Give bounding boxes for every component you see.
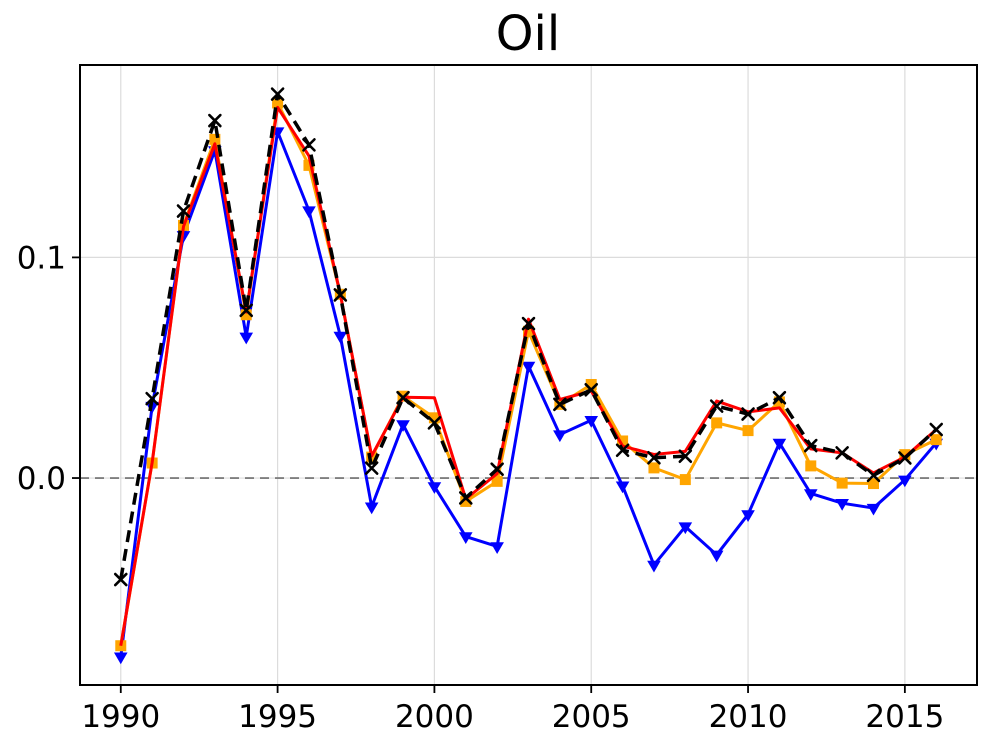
x-tick-label: 1995	[238, 699, 317, 735]
triangle-down-marker	[396, 420, 410, 432]
square-marker	[240, 309, 252, 321]
x-tick-label: 2000	[395, 699, 474, 735]
triangle-down-marker	[584, 416, 599, 428]
square-marker	[460, 495, 472, 507]
square-marker	[930, 434, 942, 446]
x-marker	[270, 87, 285, 101]
x-marker	[521, 316, 536, 331]
square-marker	[711, 417, 723, 429]
triangle-down-marker	[772, 438, 787, 451]
x-marker	[176, 204, 191, 218]
square-marker	[585, 378, 597, 390]
x-marker	[929, 422, 944, 437]
chart-title: Oil	[496, 6, 560, 62]
data-series	[113, 87, 944, 665]
y-tick-label: 0.0	[17, 461, 66, 497]
triangle-down-marker	[866, 503, 881, 516]
plot-frame	[79, 64, 978, 686]
x-marker	[553, 397, 567, 412]
square-marker	[209, 133, 221, 145]
triangle-down-marker	[647, 560, 661, 573]
x-marker	[835, 446, 849, 460]
square-marker	[742, 425, 754, 437]
triangle-down-marker	[615, 481, 630, 494]
x-marker	[615, 443, 630, 458]
plot-border	[79, 64, 978, 686]
triangle-down-marker	[364, 502, 379, 515]
red-series-group	[119, 105, 938, 646]
square-marker	[868, 478, 879, 490]
triangle-down-marker	[458, 532, 473, 545]
triangle-down-marker	[898, 475, 912, 488]
x-tick-label: 1990	[81, 699, 160, 735]
x-marker	[584, 382, 599, 397]
triangle-down-marker	[835, 498, 849, 511]
x-marker	[364, 461, 379, 475]
square-marker	[303, 159, 315, 171]
red-series-line	[119, 105, 938, 646]
triangle-down-marker	[333, 331, 348, 344]
x-marker	[396, 390, 410, 405]
gridlines	[80, 65, 977, 685]
x-tick-label: 2010	[709, 699, 788, 735]
x-marker	[333, 288, 348, 302]
triangle-down-marker	[427, 482, 442, 494]
x-marker	[458, 491, 473, 505]
square-marker	[523, 325, 534, 337]
triangle-down-marker	[490, 542, 504, 554]
square-marker	[491, 475, 503, 487]
black-dashed-series-group	[113, 87, 944, 587]
triangle-down-marker	[709, 550, 724, 563]
square-marker	[648, 462, 660, 474]
x-marker	[427, 416, 442, 430]
x-marker	[741, 407, 755, 421]
x-tick-label: 2005	[552, 699, 631, 735]
triangle-down-marker	[521, 361, 536, 374]
x-marker	[803, 438, 818, 453]
square-marker	[773, 396, 785, 408]
triangle-down-marker	[113, 652, 128, 665]
x-marker	[678, 449, 693, 463]
x-marker	[866, 468, 881, 483]
triangle-down-marker	[302, 206, 316, 219]
square-marker	[617, 435, 629, 447]
axis-ticks-and-labels: 1990 1995 2000 2005 2010 2015 0.0 0.1	[17, 240, 945, 735]
square-marker	[899, 449, 911, 461]
x-marker	[709, 399, 724, 413]
triangle-down-marker	[741, 510, 755, 522]
square-marker	[428, 412, 440, 424]
x-marker	[772, 390, 787, 405]
square-marker	[272, 97, 284, 109]
x-marker	[898, 451, 912, 465]
triangle-down-marker	[803, 489, 818, 501]
x-marker	[113, 572, 128, 587]
triangle-down-marker	[678, 522, 693, 535]
x-marker	[208, 113, 222, 128]
y-tick-label: 0.1	[17, 240, 66, 276]
x-tick-label: 2015	[865, 699, 944, 735]
x-marker	[302, 138, 316, 152]
square-marker	[805, 460, 817, 472]
blue-triangle-series-group	[113, 127, 944, 665]
x-marker	[490, 462, 504, 477]
x-marker	[239, 303, 254, 318]
x-marker	[647, 450, 661, 465]
x-marker	[145, 391, 159, 406]
blue-triangle-series-line	[119, 130, 938, 657]
square-marker	[679, 474, 691, 486]
triangle-down-marker	[553, 430, 567, 443]
triangle-down-marker	[239, 332, 254, 345]
square-marker	[836, 477, 848, 489]
